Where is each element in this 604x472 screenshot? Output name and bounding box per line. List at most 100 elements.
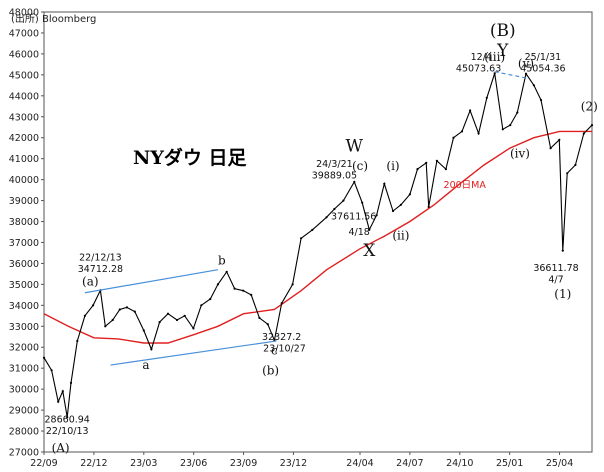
price-series	[42, 72, 594, 419]
x-tick-label: 23/03	[130, 458, 157, 469]
price-point	[200, 304, 203, 307]
y-tick-label: 27000	[9, 448, 39, 459]
price-point	[375, 214, 378, 217]
price-point	[325, 216, 328, 219]
y-tick-label: 44000	[9, 91, 39, 102]
price-point	[532, 84, 536, 87]
price-point	[291, 283, 294, 286]
price-point	[266, 323, 269, 326]
price-point	[425, 161, 428, 164]
price-point	[118, 308, 121, 311]
annotation-label: (A)	[52, 441, 70, 455]
annotation-label: 12/4	[471, 52, 492, 63]
price-point	[509, 124, 512, 127]
price-point	[485, 96, 488, 99]
price-point	[361, 201, 364, 204]
price-point	[383, 182, 386, 185]
annotation-label: 25/1/31	[525, 52, 562, 63]
x-tick-label: 23/09	[230, 458, 257, 469]
price-point	[175, 318, 179, 322]
annotation-label: 4/18	[349, 227, 370, 238]
x-tick-label: 22/09	[30, 458, 57, 469]
annotation-label: (i)	[386, 159, 399, 173]
y-tick-label: 31000	[9, 364, 39, 375]
price-point	[50, 369, 53, 372]
y-tick-label: 46000	[9, 49, 39, 60]
price-point	[342, 199, 345, 202]
ma-200-line	[43, 130, 592, 344]
y-tick-label: 29000	[9, 406, 39, 417]
annotation-label: 32327.2	[262, 332, 301, 343]
x-tick-label: 25/04	[546, 458, 573, 469]
y-tick-label: 42000	[9, 133, 39, 144]
price-point	[311, 228, 314, 231]
x-tick-label: 25/01	[496, 458, 523, 469]
price-point	[233, 287, 236, 290]
y-tick-label: 48000	[9, 8, 39, 19]
y-tick-label: 47000	[9, 28, 39, 39]
price-point	[216, 283, 219, 286]
chart-title: NYダウ 日足	[133, 146, 248, 169]
price-point	[209, 297, 212, 301]
annotation-label: b	[218, 254, 226, 268]
price-point	[225, 270, 228, 273]
y-tick-label: 43000	[9, 112, 39, 123]
price-point	[250, 293, 253, 296]
annotation-label: 200日MA	[444, 180, 487, 191]
price-point	[391, 209, 395, 213]
annotation-label: (B)	[490, 21, 516, 41]
price-point	[416, 168, 419, 171]
annotation-label: (c)	[352, 159, 368, 173]
trend-line	[110, 340, 277, 366]
price-point	[368, 228, 371, 231]
price-point	[242, 289, 245, 292]
annotation-label: Y	[496, 41, 509, 61]
price-point	[460, 130, 464, 133]
y-tick-label: 45000	[9, 70, 39, 81]
price-point	[69, 381, 73, 384]
annotation-label: 22/10/13	[46, 426, 89, 437]
price-point	[150, 348, 153, 351]
price-point	[399, 203, 402, 206]
price-point	[353, 180, 356, 183]
annotation-label: (2)	[581, 100, 598, 114]
x-tick-label: 24/04	[346, 458, 373, 469]
price-point	[300, 237, 303, 240]
price-point	[561, 249, 564, 252]
annotation-label: (iii)	[484, 50, 505, 64]
y-tick-label: 30000	[9, 385, 39, 396]
price-point	[574, 163, 577, 167]
annotation-label: (iv)	[510, 147, 530, 161]
price-point	[427, 205, 430, 208]
y-tick-label: 34000	[9, 301, 39, 312]
x-tick-label: 24/10	[446, 458, 473, 469]
price-point	[42, 356, 46, 359]
price-point	[142, 329, 145, 332]
price-point	[57, 400, 60, 403]
annotation-label: c	[271, 344, 278, 358]
price-point	[549, 147, 552, 150]
price-point	[333, 207, 336, 211]
annotation-label: (a)	[82, 274, 99, 288]
y-tick-label: 41000	[9, 154, 39, 165]
price-point	[539, 98, 543, 102]
price-point	[61, 390, 64, 393]
annotation-label: 45054.36	[520, 64, 565, 75]
y-tick-label: 33000	[9, 322, 39, 333]
trend-line	[494, 71, 527, 79]
price-point	[66, 416, 69, 419]
price-point	[582, 132, 585, 135]
price-point	[524, 72, 528, 75]
y-tick-label: 37000	[9, 238, 39, 249]
price-point	[452, 136, 455, 139]
price-point	[435, 159, 438, 162]
x-tick-label: 22/12	[80, 458, 107, 469]
price-point	[192, 327, 195, 330]
annotation-label: (ii)	[392, 228, 409, 242]
price-point	[166, 312, 170, 315]
price-point	[501, 128, 504, 131]
annotation-label: 34712.28	[78, 264, 123, 275]
price-point	[258, 316, 261, 319]
